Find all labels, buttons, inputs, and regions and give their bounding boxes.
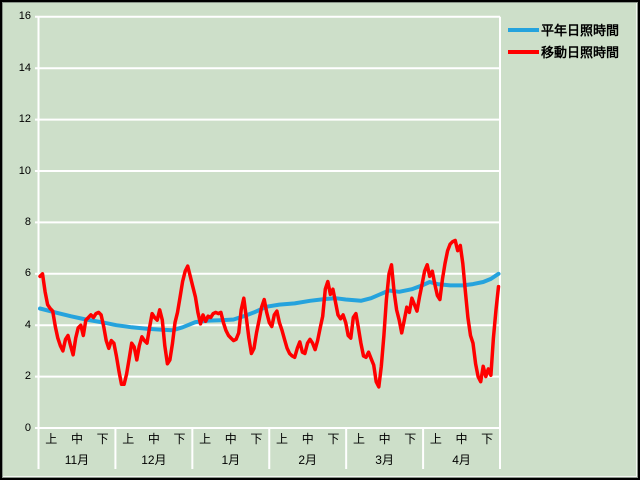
month-label: 1月: [221, 453, 241, 467]
period-label: 上: [352, 432, 365, 446]
period-label: 下: [173, 432, 186, 446]
period-label: 下: [327, 432, 340, 446]
period-label: 上: [276, 432, 289, 446]
series-line-moving: [38, 238, 501, 389]
y-tick-label: 14: [18, 61, 31, 74]
month-label: 2月: [298, 453, 318, 467]
legend-item-average: 平年日照時間: [508, 22, 620, 38]
period-label: 中: [455, 432, 468, 446]
legend-item-moving: 移動日照時間: [508, 44, 620, 60]
y-tick-label: 2: [24, 370, 31, 383]
month-label: 12月: [141, 453, 167, 467]
y-tick-label: 16: [18, 10, 31, 23]
period-label: 上: [122, 432, 135, 446]
period-label: 中: [224, 432, 237, 446]
period-label: 中: [378, 432, 391, 446]
period-label: 下: [404, 432, 417, 446]
y-tick-label: 8: [24, 215, 31, 228]
y-tick-label: 0: [24, 421, 31, 434]
period-label: 中: [147, 432, 160, 446]
legend: 平年日照時間 移動日照時間: [508, 22, 620, 60]
period-label: 上: [45, 432, 58, 446]
legend-label-average: 平年日照時間: [541, 23, 620, 38]
period-label: 中: [70, 432, 83, 446]
y-tick-label: 12: [18, 113, 31, 126]
period-label: 下: [96, 432, 109, 446]
period-label: 下: [481, 432, 494, 446]
month-label: 4月: [452, 453, 471, 467]
period-label: 中: [301, 432, 314, 446]
y-tick-label: 4: [24, 318, 31, 331]
y-tick-label: 6: [24, 267, 31, 280]
period-label: 下: [250, 432, 263, 446]
legend-label-moving: 移動日照時間: [541, 45, 620, 60]
legend-line-average-swatch: [508, 27, 539, 32]
legend-line-moving-swatch: [508, 49, 539, 54]
period-label: 上: [429, 432, 442, 446]
month-label: 3月: [375, 453, 394, 467]
period-label: 上: [199, 432, 212, 446]
month-label: 11月: [64, 453, 90, 467]
y-tick-label: 10: [18, 164, 31, 177]
